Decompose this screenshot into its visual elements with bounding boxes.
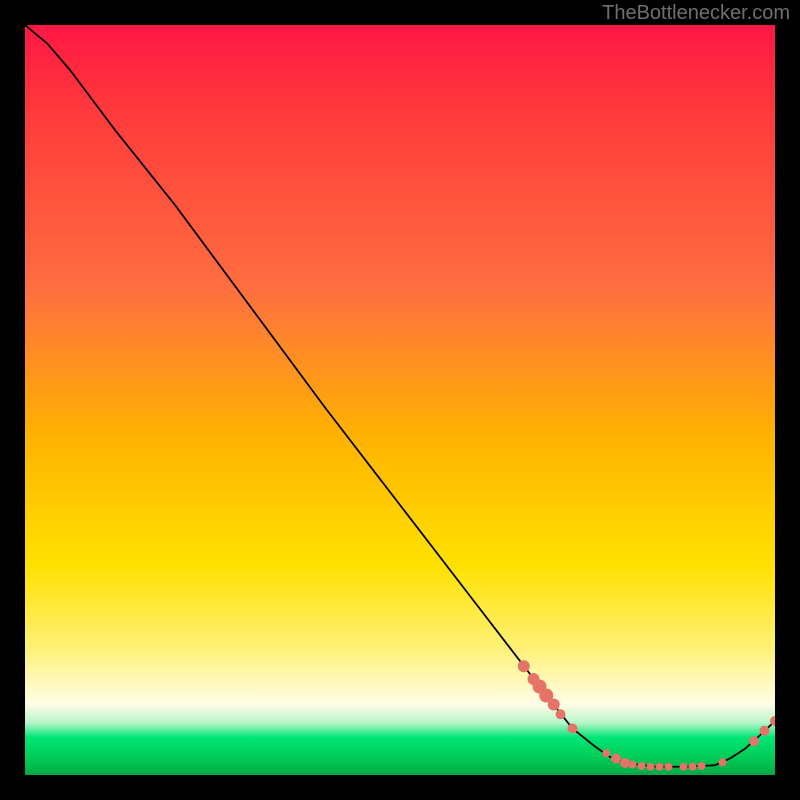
data-marker <box>719 758 727 766</box>
data-marker <box>620 758 630 768</box>
plot-area <box>25 25 775 775</box>
data-marker <box>638 762 646 770</box>
data-marker <box>548 699 560 711</box>
watermark-text: TheBottlenecker.com <box>602 2 790 25</box>
data-marker <box>680 763 688 771</box>
data-marker <box>629 761 637 769</box>
data-marker <box>518 660 530 672</box>
data-marker <box>556 709 566 719</box>
data-marker <box>665 763 673 771</box>
data-marker <box>689 763 697 771</box>
data-marker <box>760 726 770 736</box>
data-marker <box>656 763 664 771</box>
data-marker <box>602 749 610 757</box>
chart-overlay-svg <box>25 25 775 775</box>
data-marker <box>647 763 655 771</box>
chart-container: TheBottlenecker.com <box>0 0 800 800</box>
data-marker <box>568 724 578 734</box>
data-marker <box>698 762 706 770</box>
data-marker <box>611 754 621 764</box>
data-marker <box>749 736 759 746</box>
bottleneck-curve <box>25 25 775 767</box>
